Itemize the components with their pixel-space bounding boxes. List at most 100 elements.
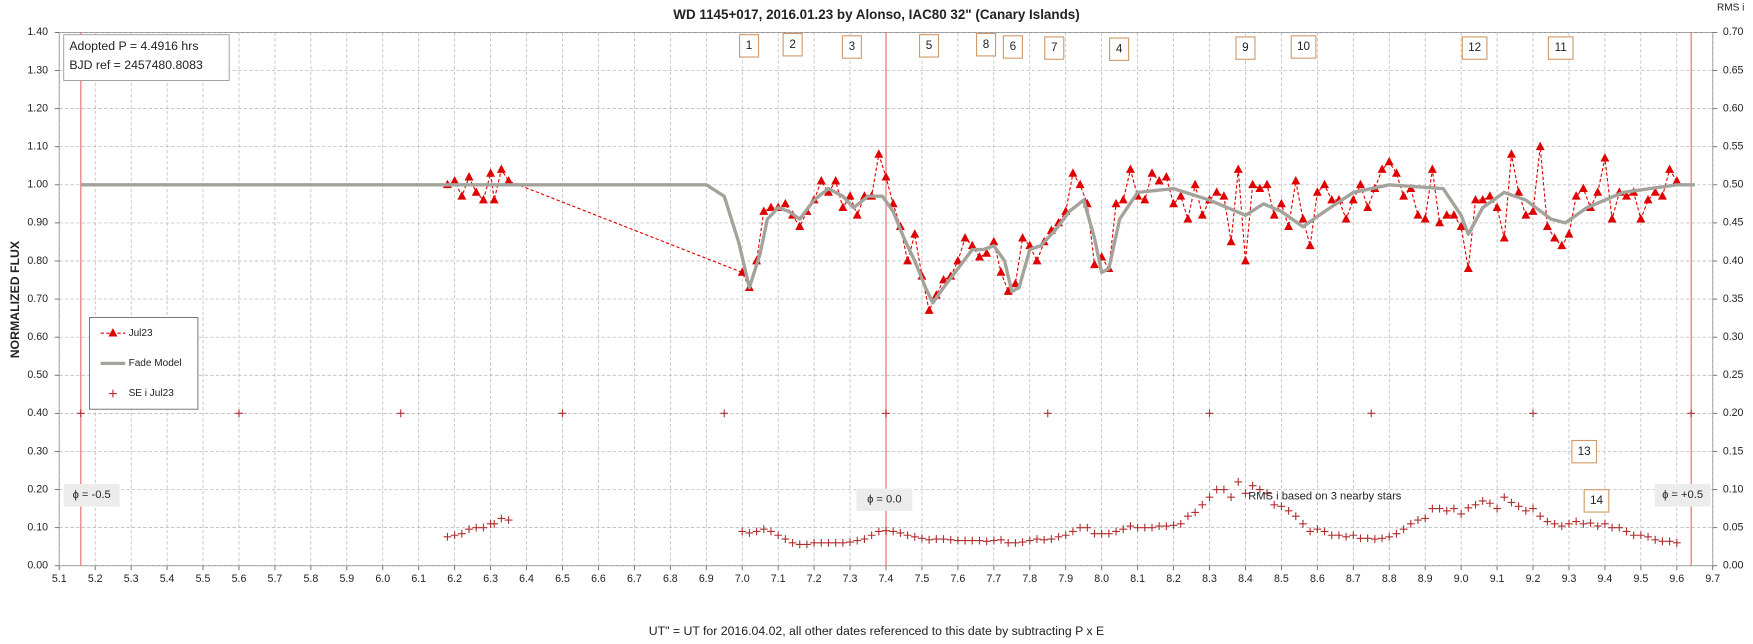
x-tick-label: 6.5 bbox=[555, 573, 570, 585]
marker-plus bbox=[1471, 500, 1480, 509]
y2-tick-label: 0.65 bbox=[1723, 64, 1744, 76]
marker-plus bbox=[853, 536, 862, 545]
marker-plus bbox=[824, 538, 833, 547]
marker-plus bbox=[1061, 531, 1070, 540]
marker-plus bbox=[1349, 531, 1358, 540]
marker-plus bbox=[1493, 504, 1501, 513]
event-label: 2 bbox=[789, 38, 796, 51]
x-tick-label: 8.1 bbox=[1130, 573, 1145, 585]
marker-triangle bbox=[1090, 259, 1099, 269]
marker-plus bbox=[1665, 537, 1674, 546]
event-box bbox=[1109, 37, 1130, 61]
marker-plus bbox=[810, 538, 819, 547]
marker-plus bbox=[1600, 519, 1609, 528]
marker-triangle bbox=[1003, 286, 1013, 295]
event-box bbox=[976, 33, 997, 57]
marker-triangle bbox=[1363, 202, 1373, 212]
y2-tick-label: 0.50 bbox=[1723, 179, 1744, 191]
x-tick-label: 7.8 bbox=[1022, 573, 1037, 585]
marker-triangle bbox=[108, 328, 118, 337]
x-tick-label: 5.7 bbox=[268, 573, 283, 585]
marker-plus bbox=[1557, 522, 1566, 531]
marker-plus bbox=[1644, 532, 1652, 541]
marker-plus bbox=[774, 531, 783, 540]
marker-triangle bbox=[1506, 149, 1516, 158]
event-box bbox=[841, 35, 862, 59]
marker-plus bbox=[1227, 493, 1235, 502]
marker-plus bbox=[1565, 519, 1573, 528]
marker-triangle bbox=[1320, 179, 1330, 189]
marker-triangle bbox=[1593, 187, 1603, 196]
y-tick-label: 0.10 bbox=[27, 521, 48, 533]
x-tick-label: 7.7 bbox=[986, 573, 1001, 585]
y-tick-label: 0.80 bbox=[27, 255, 48, 267]
marker-triangle bbox=[1125, 164, 1135, 173]
marker-plus bbox=[1367, 409, 1376, 418]
marker-plus bbox=[1514, 502, 1523, 511]
marker-plus bbox=[1054, 532, 1063, 541]
marker-triangle bbox=[1176, 191, 1186, 200]
marker-plus bbox=[867, 531, 876, 540]
marker-triangle bbox=[1665, 164, 1675, 173]
x-tick-label: 8.2 bbox=[1166, 573, 1181, 585]
x-tick-label: 8.9 bbox=[1418, 573, 1433, 585]
info-box bbox=[63, 34, 230, 81]
marker-triangle bbox=[910, 229, 920, 238]
marker-plus bbox=[1464, 503, 1473, 512]
phase-label: ϕ = -0.5 bbox=[73, 489, 111, 501]
y2-tick-label: 0.30 bbox=[1723, 331, 1744, 343]
event-box bbox=[1461, 36, 1488, 60]
marker-plus bbox=[1205, 409, 1214, 418]
marker-plus bbox=[1219, 485, 1228, 494]
marker-plus bbox=[882, 409, 890, 418]
marker-triangle bbox=[982, 248, 992, 257]
marker-triangle bbox=[1571, 191, 1581, 200]
marker-triangle bbox=[489, 195, 499, 204]
marker-triangle bbox=[1650, 187, 1660, 196]
marker-triangle bbox=[845, 191, 855, 200]
x-tick-label: 5.9 bbox=[339, 573, 354, 585]
marker-plus bbox=[720, 409, 729, 418]
marker-triangle bbox=[1478, 195, 1488, 204]
marker-plus bbox=[235, 409, 243, 418]
info-text: Adopted P = 4.4916 hrs bbox=[69, 39, 198, 53]
marker-plus bbox=[1076, 523, 1085, 532]
dashed-line bbox=[447, 146, 1678, 312]
marker-triangle bbox=[496, 164, 506, 173]
marker-triangle bbox=[1147, 168, 1157, 177]
marker-plus bbox=[1176, 519, 1185, 528]
marker-plus bbox=[1148, 523, 1156, 532]
y-tick-label: 1.30 bbox=[27, 64, 48, 76]
marker-triangle bbox=[1111, 198, 1121, 208]
x-tick-label: 5.6 bbox=[232, 573, 247, 585]
marker-triangle bbox=[1427, 164, 1437, 173]
marker-triangle bbox=[1384, 156, 1394, 166]
marker-triangle bbox=[1600, 153, 1610, 162]
marker-triangle bbox=[1291, 175, 1301, 185]
marker-triangle bbox=[1169, 198, 1179, 208]
chart-title: WD 1145+017, 2016.01.23 by Alonso, IAC80… bbox=[673, 7, 1079, 22]
marker-triangle bbox=[1636, 214, 1646, 223]
marker-plus bbox=[918, 534, 926, 543]
marker-triangle bbox=[831, 175, 841, 185]
marker-triangle bbox=[881, 172, 891, 181]
marker-plus bbox=[759, 525, 768, 534]
marker-triangle bbox=[1161, 172, 1171, 181]
y2-tick-label: 0.55 bbox=[1723, 141, 1744, 153]
x-tick-label: 7.3 bbox=[843, 573, 858, 585]
marker-triangle bbox=[816, 175, 826, 185]
marker-triangle bbox=[1262, 179, 1272, 189]
marker-plus bbox=[1500, 493, 1509, 502]
marker-plus bbox=[795, 540, 804, 549]
x-tick-label: 6.7 bbox=[627, 573, 642, 585]
marker-plus bbox=[1004, 538, 1013, 547]
x-tick-label: 9.5 bbox=[1633, 573, 1648, 585]
y2-tick-label: 0.05 bbox=[1723, 521, 1744, 533]
marker-triangle bbox=[1219, 191, 1229, 200]
marker-triangle bbox=[1672, 175, 1682, 185]
marker-plus bbox=[1485, 499, 1494, 508]
marker-triangle bbox=[824, 187, 833, 196]
marker-plus bbox=[1478, 497, 1487, 505]
legend-label: SE i Jul23 bbox=[129, 388, 175, 399]
marker-plus bbox=[1507, 498, 1516, 507]
